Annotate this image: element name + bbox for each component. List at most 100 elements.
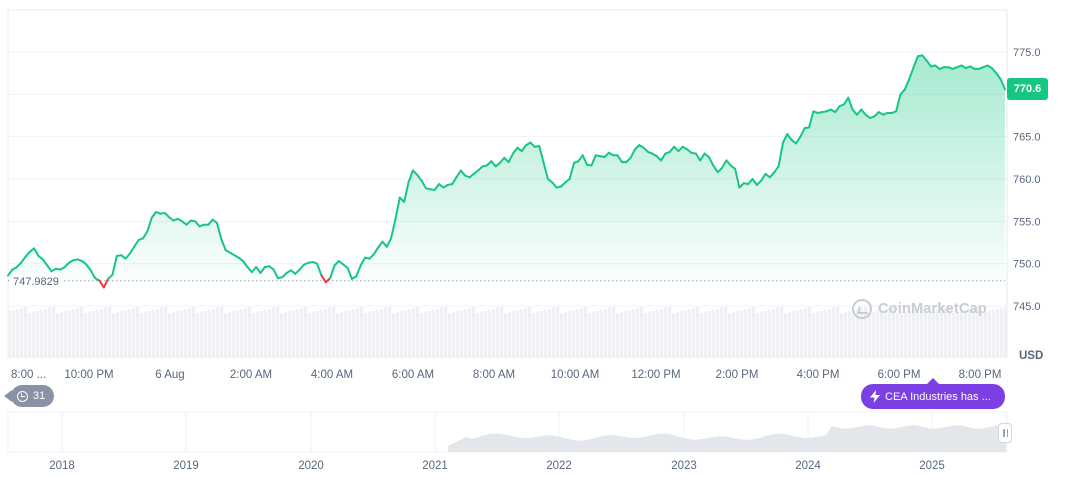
volume-bar	[444, 307, 448, 357]
volume-bar	[180, 310, 184, 357]
volume-bars	[8, 307, 1008, 357]
volume-bar	[588, 313, 592, 357]
volume-bar	[724, 307, 728, 357]
price-segment	[799, 127, 806, 138]
volume-bar	[364, 313, 368, 357]
volume-bar	[560, 313, 564, 357]
volume-bar	[656, 310, 660, 357]
volume-bar	[496, 308, 500, 357]
volume-bar	[380, 309, 384, 357]
volume-bar	[348, 310, 352, 357]
price-segment	[721, 159, 728, 169]
volume-bar	[12, 310, 16, 357]
volume-bar	[300, 308, 304, 357]
reference-price-label: 747.9829	[10, 275, 62, 289]
price-segment	[512, 146, 519, 155]
volume-bar	[276, 307, 280, 357]
volume-bar	[248, 307, 252, 357]
overview-year-label: 2020	[298, 460, 324, 472]
news-badge[interactable]: CEA Industries has ...	[861, 378, 1005, 409]
price-segment	[63, 261, 70, 269]
volume-bar	[208, 310, 212, 357]
x-tick-label: 2:00 PM	[716, 369, 759, 381]
volume-bar	[36, 311, 40, 357]
price-segment	[507, 152, 514, 164]
price-segment	[921, 54, 928, 62]
volume-bar	[668, 307, 672, 357]
overview-range-handle[interactable]	[998, 423, 1012, 443]
volume-bar	[480, 312, 484, 357]
price-segment	[908, 66, 915, 81]
price-segment	[616, 154, 623, 164]
price-segment	[433, 183, 440, 191]
price-segment	[642, 146, 649, 153]
volume-bar	[212, 309, 216, 357]
volume-bar	[772, 309, 776, 357]
volume-bar	[704, 312, 708, 357]
price-segment	[551, 181, 558, 189]
volume-bar	[392, 313, 396, 357]
volume-bar	[352, 309, 356, 357]
volume-bar	[624, 311, 628, 357]
overview-year-label: 2022	[546, 460, 572, 472]
price-segment	[782, 133, 789, 144]
volume-bar	[168, 313, 172, 357]
volume-bar	[664, 308, 668, 357]
volume-bar	[636, 308, 640, 357]
price-segment	[499, 156, 506, 164]
volume-bar	[748, 308, 752, 357]
overview-year-label: 2024	[795, 460, 821, 472]
volume-bar	[880, 310, 884, 357]
volume-bar	[708, 311, 712, 357]
volume-bar	[868, 313, 872, 357]
volume-bar	[516, 310, 520, 357]
volume-bar	[200, 312, 204, 357]
overview-year-label: 2025	[919, 460, 945, 472]
volume-bar	[124, 310, 128, 357]
volume-bar	[796, 310, 800, 357]
volume-bar	[856, 309, 860, 357]
history-events-badge[interactable]: 31	[3, 385, 55, 407]
price-segment	[15, 261, 23, 269]
volume-bar	[960, 311, 964, 357]
price-segment	[603, 151, 610, 158]
volume-bar	[512, 311, 516, 357]
price-segment	[747, 178, 754, 186]
volume-bar	[24, 307, 28, 357]
volume-bar	[808, 307, 812, 357]
volume-bar	[884, 309, 888, 357]
price-segment	[716, 167, 723, 174]
price-segment	[677, 145, 684, 153]
volume-bar	[688, 309, 692, 357]
volume-bar	[500, 307, 504, 357]
volume-bar	[640, 307, 644, 357]
volume-bar	[460, 310, 464, 357]
volume-bar	[360, 307, 364, 357]
volume-bar	[936, 310, 940, 357]
volume-bar	[284, 312, 288, 357]
volume-bar	[972, 308, 976, 357]
volume-bar	[268, 309, 272, 357]
volume-bar	[72, 309, 76, 357]
price-segment	[220, 238, 227, 252]
price-segment	[298, 263, 306, 271]
volume-bar	[940, 309, 944, 357]
currency-unit-label: USD	[1019, 350, 1043, 362]
price-segment	[216, 222, 223, 241]
price-segment	[808, 110, 815, 129]
price-segment	[133, 239, 140, 248]
price-segment	[760, 172, 767, 182]
price-segment	[329, 264, 336, 280]
overview-year-ticks: 2018 2019 2020 2021 2022 2023 2024 2025	[49, 460, 945, 472]
x-tick-label: 10:00 PM	[64, 369, 113, 381]
price-segment	[272, 268, 279, 280]
volume-bar	[788, 312, 792, 357]
volume-bar	[384, 308, 388, 357]
price-segment	[520, 144, 528, 153]
volume-bar	[484, 311, 488, 357]
price-segment	[538, 145, 545, 164]
price-segment	[777, 141, 784, 168]
price-segment	[755, 179, 763, 186]
price-segment	[33, 247, 40, 257]
